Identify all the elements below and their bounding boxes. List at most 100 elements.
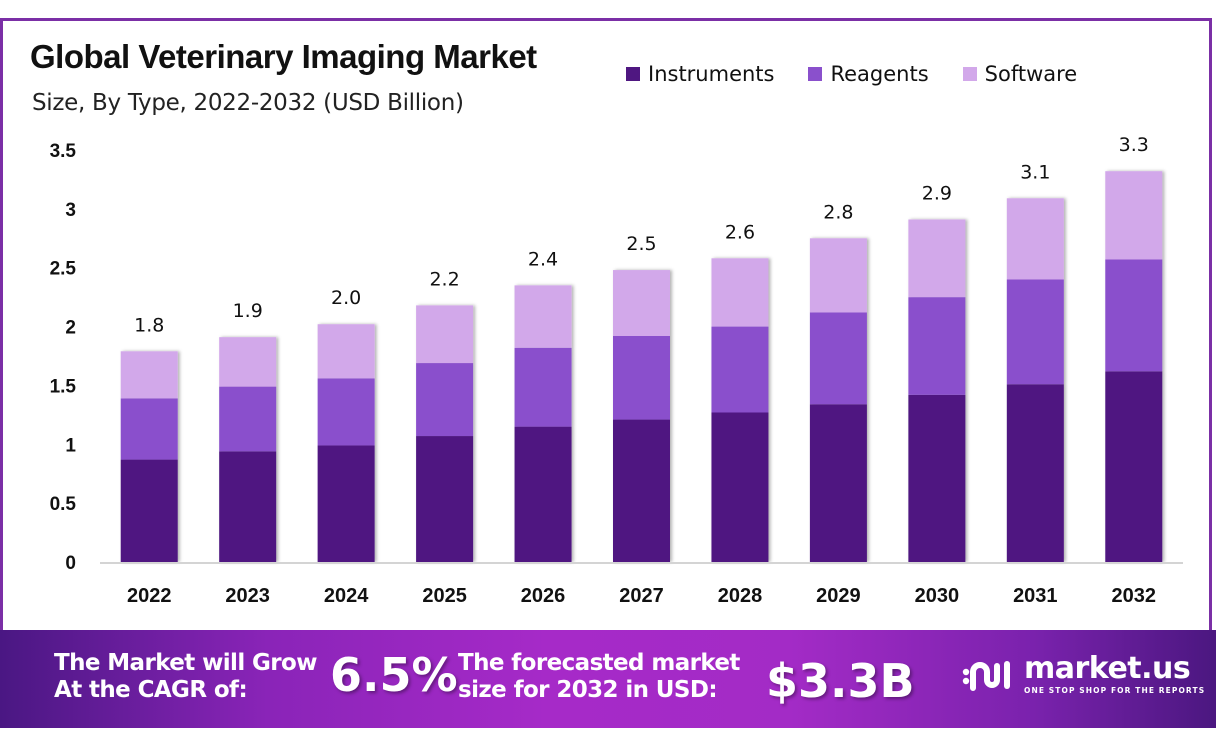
chart-title: Global Veterinary Imaging Market — [30, 38, 537, 75]
bar-instruments-2024 — [317, 445, 375, 562]
bar-reagents-2023 — [219, 386, 277, 452]
legend-swatch-reagents — [808, 67, 823, 81]
bar-reagents-2032 — [1105, 259, 1163, 372]
bar-software-2030 — [908, 219, 966, 298]
brand-logo: market.us ONE STOP SHOP FOR THE REPORTS — [962, 654, 1205, 695]
chart-subtitle: Size, By Type, 2022-2032 (USD Billion) — [32, 90, 464, 116]
x-tick-label: 2028 — [718, 585, 763, 607]
total-label: 1.8 — [134, 314, 164, 336]
bar-stack-2029 — [809, 238, 867, 562]
x-tick-label: 2029 — [816, 585, 861, 607]
x-tick-label: 2032 — [1112, 585, 1157, 607]
x-tick-label: 2030 — [915, 585, 960, 607]
bar-software-2031 — [1006, 198, 1064, 280]
bar-software-2029 — [809, 238, 867, 313]
legend-label-software: Software — [984, 62, 1078, 86]
forecast-label: The forecasted market size for 2032 in U… — [458, 650, 740, 704]
x-axis: 2022 2023 2024 2025 2026 2027 2028 2029 2030 2031… — [127, 585, 1156, 607]
bar-software-2032 — [1105, 171, 1163, 260]
total-label: 3.1 — [1020, 161, 1050, 183]
legend-swatch-software — [962, 67, 977, 81]
forecast-value: $3.3B — [766, 654, 915, 708]
total-label: 2.6 — [725, 221, 755, 243]
total-label: 2.9 — [922, 182, 952, 204]
bar-instruments-2030 — [908, 394, 966, 562]
bar-reagents-2026 — [514, 347, 572, 427]
bar-software-2028 — [711, 258, 769, 327]
forecast-label-line1: The forecasted market — [458, 650, 740, 676]
bar-reagents-2025 — [416, 363, 474, 437]
bar-stack-2025 — [416, 305, 474, 562]
total-labels: 1.8 1.9 2.0 2.2 2.4 2.5 2.6 2.8 2.9 3.1 3.3 — [134, 134, 1149, 336]
y-tick-label: 0 — [65, 553, 76, 574]
bar-reagents-2029 — [809, 312, 867, 405]
bar-reagents-2027 — [613, 335, 670, 420]
bar-stack-2027 — [613, 270, 670, 562]
bar-stack-2023 — [219, 337, 277, 562]
cagr-label-line2: At the CAGR of: — [54, 677, 248, 703]
y-axis: 0 0.5 1 1.5 2 2.5 3 3.5 — [50, 141, 77, 574]
forecast-label-line2: size for 2032 in USD: — [458, 677, 718, 703]
total-label: 3.3 — [1119, 134, 1149, 156]
legend-swatch-instruments — [626, 67, 640, 81]
bar-instruments-2025 — [416, 436, 474, 562]
total-label: 1.9 — [233, 300, 263, 322]
legend-item-instruments: Instruments — [626, 62, 774, 86]
total-label: 2.4 — [528, 248, 558, 270]
bar-reagents-2022 — [120, 398, 178, 460]
x-tick-label: 2026 — [521, 585, 566, 607]
bar-software-2022 — [120, 351, 178, 399]
y-tick-label: 3 — [65, 200, 76, 221]
legend-item-software: Software — [962, 62, 1078, 86]
bar-instruments-2032 — [1105, 371, 1163, 562]
bar-instruments-2029 — [809, 404, 867, 562]
bar-stack-2028 — [711, 258, 769, 562]
total-label: 2.8 — [823, 201, 853, 223]
brand-tagline: ONE STOP SHOP FOR THE REPORTS — [1024, 686, 1206, 695]
bar-software-2026 — [514, 285, 572, 348]
x-tick-label: 2024 — [324, 585, 369, 607]
total-label: 2.0 — [331, 287, 361, 309]
bar-software-2023 — [219, 337, 277, 387]
bar-reagents-2031 — [1006, 279, 1064, 385]
total-label: 2.5 — [626, 233, 656, 255]
total-label: 2.2 — [429, 268, 459, 290]
bar-reagents-2028 — [711, 326, 769, 413]
bar-instruments-2026 — [514, 426, 572, 562]
bar-instruments-2031 — [1006, 384, 1064, 562]
y-tick-label: 1 — [65, 435, 76, 456]
bar-reagents-2030 — [908, 297, 966, 395]
bar-instruments-2023 — [219, 451, 277, 562]
x-tick-label: 2031 — [1013, 585, 1058, 607]
bar-stack-2031 — [1006, 198, 1064, 562]
y-tick-label: 3.5 — [50, 141, 77, 162]
y-tick-label: 2 — [65, 318, 76, 339]
y-tick-label: 0.5 — [50, 494, 77, 515]
cagr-value: 6.5% — [330, 648, 458, 702]
x-tick-label: 2025 — [422, 585, 467, 607]
x-tick-label: 2023 — [225, 585, 270, 607]
bar-software-2027 — [613, 270, 670, 336]
legend-item-reagents: Reagents — [808, 62, 929, 86]
x-tick-label: 2027 — [619, 585, 664, 607]
legend-label-reagents: Reagents — [830, 62, 929, 86]
stacked-bar-chart: 00.511.522.533.5 2022 2023 2024 2025 2026 202… — [50, 134, 1183, 607]
bar-instruments-2022 — [120, 459, 178, 562]
bar-instruments-2028 — [711, 412, 769, 562]
y-tick-label: 2.5 — [50, 259, 77, 280]
bar-software-2025 — [416, 305, 474, 364]
bar-reagents-2024 — [317, 378, 375, 446]
bar-stack-2022 — [120, 351, 178, 562]
cagr-label-line1: The Market will Grow — [54, 650, 317, 676]
cagr-label: The Market will Grow At the CAGR of: — [54, 650, 317, 704]
legend-label-instruments: Instruments — [648, 62, 775, 86]
bar-stack-2026 — [514, 285, 572, 562]
market-us-logo-icon — [962, 660, 1010, 691]
bar-stack-2032 — [1105, 171, 1163, 562]
chart-legend: Instruments Reagents Software — [626, 62, 1111, 86]
brand-name: market.us — [1024, 651, 1191, 686]
summary-banner: The Market will Grow At the CAGR of: 6.5… — [0, 630, 1216, 728]
bar-software-2024 — [317, 324, 375, 379]
bars — [120, 171, 1163, 562]
bar-stack-2030 — [908, 219, 966, 562]
